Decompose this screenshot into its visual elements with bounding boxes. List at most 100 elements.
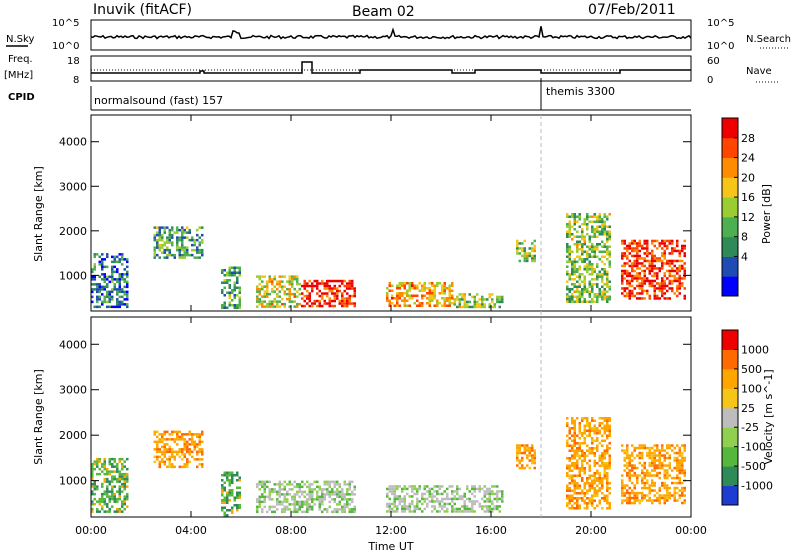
echo-cell bbox=[628, 501, 631, 505]
echo-cell bbox=[176, 248, 179, 252]
echo-cell bbox=[566, 243, 569, 246]
echo-cell bbox=[226, 491, 229, 494]
echo-cell bbox=[341, 490, 344, 494]
echo-cell bbox=[593, 270, 596, 273]
echo-cell bbox=[658, 489, 661, 492]
echo-cell bbox=[103, 300, 106, 304]
echo-cell bbox=[576, 449, 579, 452]
echo-cell bbox=[191, 248, 194, 252]
echo-cell bbox=[683, 274, 686, 278]
echo-cell bbox=[568, 255, 571, 258]
echo-cell bbox=[193, 248, 196, 252]
echo-cell bbox=[653, 289, 656, 293]
echo-cell bbox=[566, 467, 569, 470]
echo-cell bbox=[576, 497, 579, 500]
echo-cell bbox=[648, 446, 651, 450]
echo-cell bbox=[328, 500, 331, 504]
echo-cell bbox=[588, 268, 591, 271]
echo-cell bbox=[651, 461, 654, 465]
echo-cell bbox=[91, 275, 94, 279]
echo-cell bbox=[568, 474, 571, 477]
echo-cell bbox=[481, 505, 484, 508]
colorbar-tick-label: 1000 bbox=[741, 343, 769, 356]
echo-cell bbox=[446, 304, 449, 307]
echo-cell bbox=[333, 483, 336, 486]
echo-cell bbox=[281, 297, 284, 301]
noise-tick-right-high: 10^5 bbox=[707, 18, 734, 29]
echo-cell bbox=[621, 239, 624, 243]
echo-cell bbox=[681, 491, 684, 495]
echo-cell bbox=[338, 284, 341, 288]
echo-cell bbox=[283, 488, 286, 491]
echo-cell bbox=[166, 443, 169, 446]
echo-cell bbox=[593, 300, 596, 303]
echo-cell bbox=[586, 424, 589, 427]
echo-cell bbox=[666, 444, 669, 447]
echo-cell bbox=[571, 233, 574, 236]
echo-cell bbox=[346, 292, 349, 295]
echo-cell bbox=[101, 500, 104, 503]
echo-cell bbox=[318, 302, 321, 305]
echo-cell bbox=[623, 247, 626, 250]
echo-cell bbox=[323, 284, 326, 288]
echo-cell bbox=[288, 275, 291, 278]
echo-cell bbox=[653, 272, 656, 275]
echo-cell bbox=[466, 300, 469, 304]
echo-cell bbox=[338, 493, 341, 496]
echo-cell bbox=[678, 481, 681, 485]
echo-cell bbox=[606, 434, 609, 437]
echo-cell bbox=[223, 489, 226, 492]
echo-cell bbox=[178, 251, 181, 254]
echo-cell bbox=[606, 235, 609, 238]
echo-cell bbox=[408, 505, 411, 508]
echo-cell bbox=[263, 498, 266, 501]
echo-cell bbox=[633, 269, 636, 273]
echo-cell bbox=[663, 486, 666, 490]
echo-cell bbox=[531, 461, 534, 465]
echo-cell bbox=[651, 274, 654, 278]
echo-cell bbox=[393, 500, 396, 503]
echo-cell bbox=[583, 442, 586, 445]
echo-cell bbox=[673, 499, 676, 502]
x-axis-label: Time UT bbox=[367, 540, 413, 553]
echo-cell bbox=[306, 510, 309, 514]
echo-cell bbox=[318, 498, 321, 501]
echo-cell bbox=[153, 460, 156, 464]
echo-cell bbox=[666, 489, 669, 492]
echo-cell bbox=[531, 459, 534, 462]
echo-cell bbox=[178, 448, 181, 451]
echo-cell bbox=[223, 294, 226, 297]
echo-cell bbox=[621, 479, 624, 482]
echo-cell bbox=[656, 491, 659, 495]
echo-cell bbox=[353, 505, 356, 509]
echo-cell bbox=[641, 454, 644, 457]
echo-cell bbox=[193, 256, 196, 259]
echo-cell bbox=[653, 267, 656, 270]
echo-cell bbox=[658, 269, 661, 273]
echo-cell bbox=[576, 270, 579, 273]
echo-cell bbox=[296, 485, 299, 489]
echo-cell bbox=[341, 304, 344, 308]
echo-cell bbox=[98, 502, 101, 506]
echo-cell bbox=[591, 235, 594, 238]
echo-cell bbox=[596, 494, 599, 497]
echo-cell bbox=[633, 486, 636, 490]
echo-cell bbox=[278, 493, 281, 496]
echo-cell bbox=[658, 464, 661, 467]
cpid-panel: CPID normalsound (fast) 157 themis 3300 bbox=[8, 78, 691, 111]
echo-cell bbox=[606, 238, 609, 241]
echo-cell bbox=[683, 486, 686, 490]
echo-cell bbox=[186, 236, 189, 239]
echo-cell bbox=[586, 462, 589, 465]
echo-cell bbox=[188, 228, 191, 232]
echo-cell bbox=[326, 282, 329, 285]
echo-cell bbox=[188, 450, 191, 454]
echo-cell bbox=[103, 472, 106, 476]
echo-cell bbox=[293, 508, 296, 511]
echo-cell bbox=[113, 285, 116, 289]
echo-cell bbox=[296, 503, 299, 506]
echo-cell bbox=[571, 439, 574, 442]
echo-cell bbox=[601, 417, 604, 420]
echo-cell bbox=[596, 477, 599, 480]
echo-cell bbox=[108, 507, 111, 511]
